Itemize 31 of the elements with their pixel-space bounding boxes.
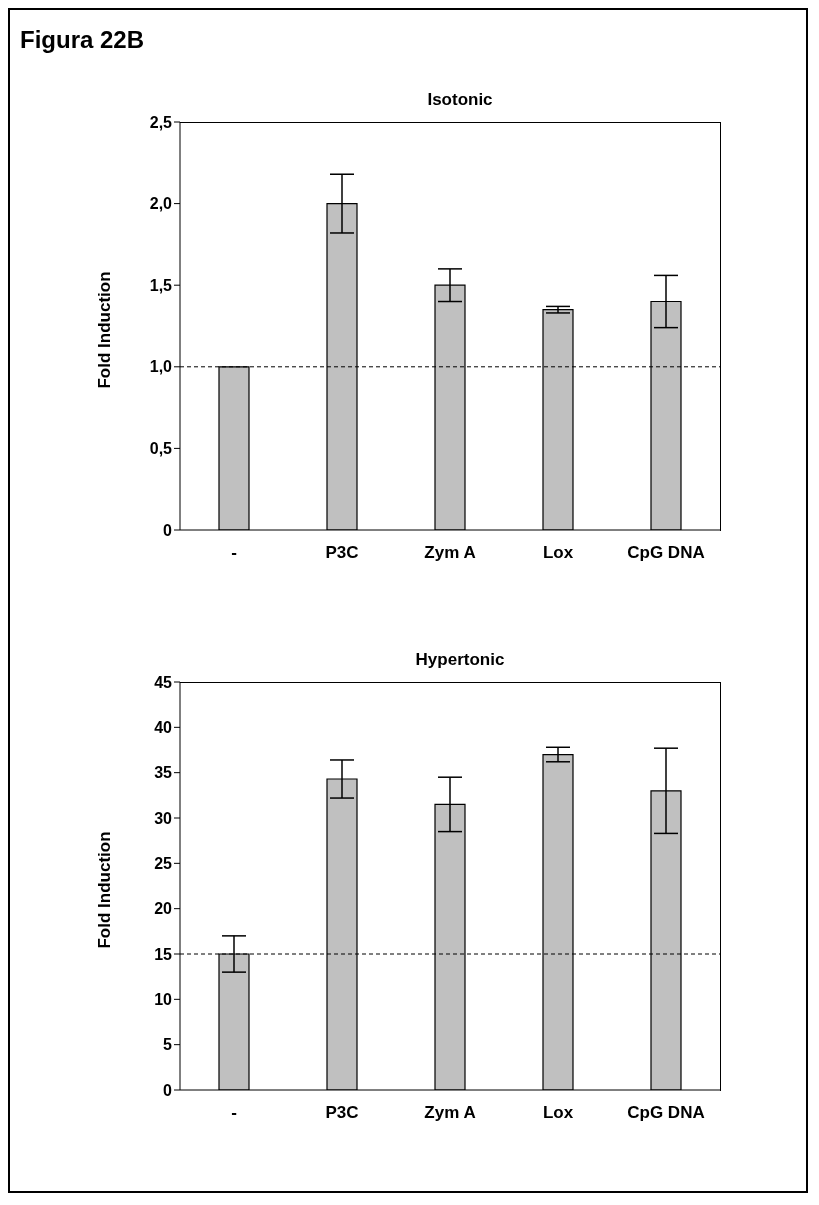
chart-title: Isotonic: [426, 90, 494, 111]
y-tick-label: 10: [154, 991, 173, 1009]
y-tick-label: 45: [154, 673, 173, 691]
y-tick-label: 2,5: [149, 113, 173, 131]
x-tick-label: CpG DNA: [627, 543, 705, 563]
y-tick-label: 5: [163, 1036, 173, 1054]
x-tick-label: P3C: [325, 1103, 359, 1123]
y-tick-label: 35: [154, 764, 173, 782]
x-tick-label: Zym A: [424, 1103, 476, 1123]
y-tick-label: 20: [154, 900, 173, 918]
x-tick-label: Zym A: [424, 543, 476, 563]
chart-title: Hypertonic: [414, 650, 506, 671]
y-tick-label: 25: [154, 855, 173, 873]
y-tick-label: 40: [154, 719, 173, 737]
y-tick-label: 15: [154, 945, 173, 963]
x-tick-label: Lox: [542, 543, 574, 563]
y-tick-label: 1,5: [149, 276, 173, 294]
y-tick-label: 0: [163, 521, 173, 539]
x-tick-label: P3C: [325, 543, 359, 563]
x-tick-label: Lox: [542, 1103, 574, 1123]
x-tick-label: -: [231, 543, 237, 563]
text: Figura 22B: [20, 26, 145, 53]
x-tick-label: CpG DNA: [627, 1103, 705, 1123]
x-tick-label: -: [231, 1103, 237, 1123]
y-tick-label: 30: [154, 809, 173, 827]
y-tick-label: 2,0: [149, 195, 173, 213]
y-axis-title: Fold Induction: [95, 831, 115, 949]
y-axis-title: Fold Induction: [95, 271, 115, 389]
y-tick-label: 0: [163, 1081, 173, 1099]
y-tick-label: 0,5: [149, 440, 173, 458]
y-tick-label: 1,0: [149, 358, 173, 376]
